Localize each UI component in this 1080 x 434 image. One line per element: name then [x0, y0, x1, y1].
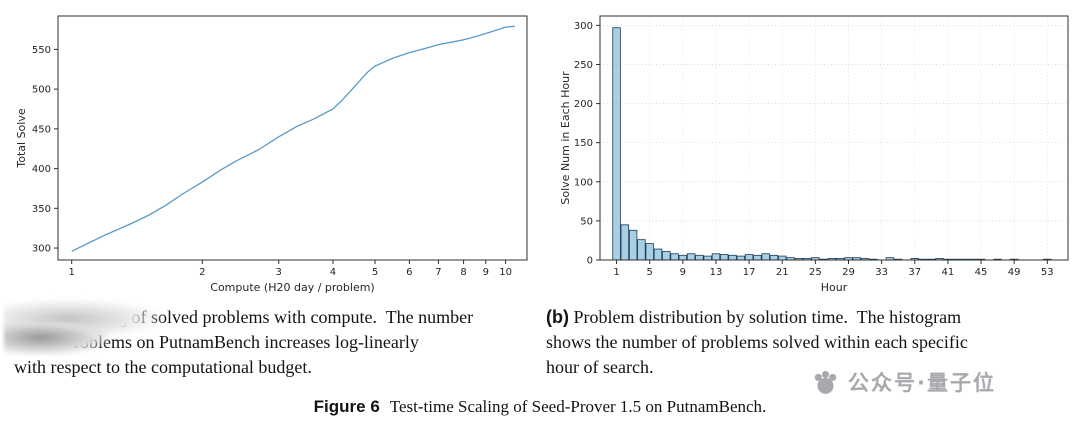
svg-text:53: 53: [1041, 267, 1054, 278]
svg-text:8: 8: [460, 267, 466, 278]
svg-text:37: 37: [908, 267, 921, 278]
caption-b-text: Problem distribution by solution time. T…: [568, 307, 962, 327]
svg-text:4: 4: [330, 267, 336, 278]
chart-a-line-plot: 300 350 400 450 500 550 1 2 3 4 5 6 7 8 9 10 Compute (H2…: [15, 15, 528, 294]
svg-text:25: 25: [809, 267, 822, 278]
svg-text:3: 3: [276, 267, 282, 278]
svg-text:Total Solve: Total Solve: [15, 108, 28, 168]
svg-text:150: 150: [574, 138, 593, 149]
svg-text:49: 49: [1008, 267, 1021, 278]
svg-text:2: 2: [199, 267, 205, 278]
svg-text:250: 250: [574, 60, 593, 71]
caption-a-line: with respect to the computational budget…: [14, 357, 312, 377]
svg-text:1: 1: [68, 267, 74, 278]
svg-text:5: 5: [647, 267, 653, 278]
svg-text:400: 400: [32, 164, 51, 175]
svg-text:Hour: Hour: [821, 281, 848, 294]
svg-text:45: 45: [975, 267, 988, 278]
chart-b-histogram: 0 50 100 150 200 250 300 1 5 9 13 17 21 25 29 33 37 41 45 4…: [559, 15, 1069, 294]
caption-b: (b) Problem distribution by solution tim…: [546, 305, 1080, 380]
svg-text:Solve Num in Each Hour: Solve Num in Each Hour: [559, 71, 572, 205]
svg-text:550: 550: [32, 45, 51, 56]
svg-text:Compute (H20 day / problem): Compute (H20 day / problem): [210, 281, 374, 294]
caption-a-line: g of solved problems with compute. The n…: [118, 307, 474, 327]
svg-text:1: 1: [613, 267, 619, 278]
svg-text:9: 9: [680, 267, 686, 278]
svg-text:7: 7: [435, 267, 441, 278]
svg-text:33: 33: [875, 267, 888, 278]
svg-text:100: 100: [574, 177, 593, 188]
svg-text:500: 500: [32, 85, 51, 96]
figure-caption: Figure 6 Test-time Scaling of Seed-Prover…: [0, 397, 1080, 417]
svg-text:300: 300: [32, 244, 51, 255]
svg-text:41: 41: [942, 267, 955, 278]
svg-text:350: 350: [32, 204, 51, 215]
caption-b-line: shows the number of problems solved with…: [546, 332, 968, 352]
caption-b-line: hour of search.: [546, 357, 654, 377]
svg-text:5: 5: [372, 267, 378, 278]
svg-text:13: 13: [710, 267, 723, 278]
caption-b-label: (b): [546, 307, 569, 327]
svg-text:21: 21: [776, 267, 789, 278]
qbitai-logo-icon: [814, 370, 837, 394]
svg-text:0: 0: [587, 256, 593, 267]
svg-text:29: 29: [842, 267, 855, 278]
watermark-text: 公众号·量子位: [848, 371, 996, 395]
figure-caption-text: Test-time Scaling of Seed-Prover 1.5 on …: [389, 397, 767, 416]
svg-text:50: 50: [580, 216, 593, 227]
svg-text:9: 9: [483, 267, 489, 278]
svg-text:6: 6: [406, 267, 412, 278]
watermark: 公众号·量子位: [812, 367, 996, 397]
figure-caption-label: Figure 6: [313, 397, 380, 416]
svg-text:10: 10: [499, 267, 512, 278]
svg-text:17: 17: [743, 267, 756, 278]
caption-a: g of solved problems with compute. The n…: [4, 299, 532, 380]
svg-text:450: 450: [32, 124, 51, 135]
svg-text:300: 300: [574, 21, 593, 32]
caption-a-line: roblems on PutnamBench increases log-lin…: [74, 332, 419, 352]
caption-b-line: (b) Problem distribution by solution tim…: [546, 305, 1080, 330]
svg-text:200: 200: [574, 99, 593, 110]
